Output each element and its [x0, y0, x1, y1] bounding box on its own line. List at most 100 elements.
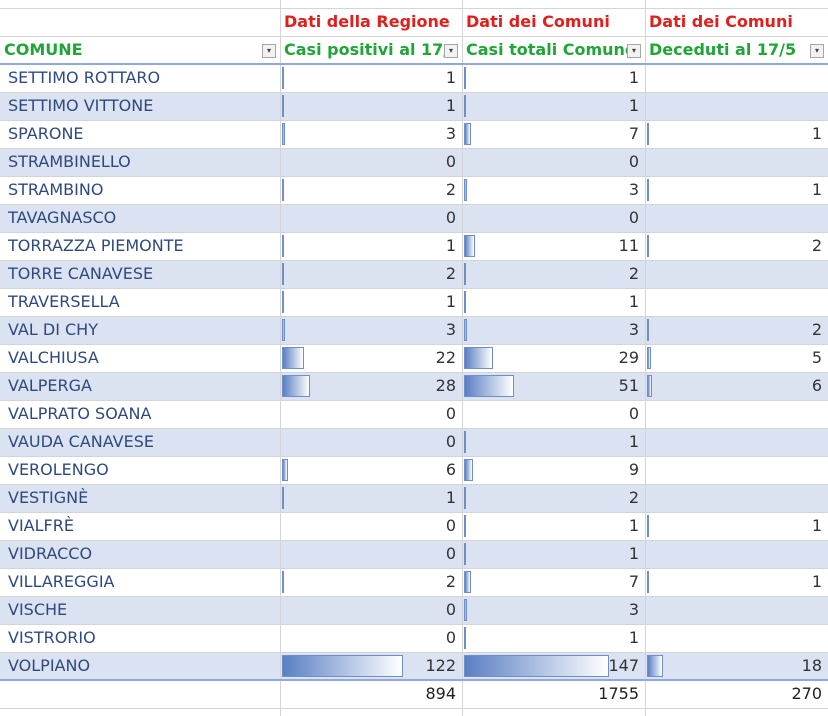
column-header: Casi totali Comune	[466, 40, 627, 59]
value-cell: 3	[445, 124, 456, 143]
value-cell: 2	[445, 264, 456, 283]
row-band	[0, 372, 828, 400]
value-cell: 2	[445, 180, 456, 199]
value-cell: 7	[628, 572, 639, 591]
municipality: STRAMBINO	[8, 180, 104, 199]
row-band	[0, 652, 828, 680]
grid-line	[0, 624, 828, 625]
value-cell: 1	[445, 68, 456, 87]
value-cell: 29	[618, 348, 639, 367]
grid-line	[0, 428, 828, 429]
value-cell: 5	[811, 348, 822, 367]
value-cell: 147	[608, 656, 639, 675]
value-cell: 11	[618, 236, 639, 255]
filter-button[interactable]: ▾	[262, 44, 276, 58]
row-band	[0, 596, 828, 624]
municipality: SETTIMO ROTTARO	[8, 68, 161, 87]
value-cell: 9	[628, 460, 639, 479]
data-bar	[282, 235, 284, 257]
header-border	[0, 63, 828, 65]
grid-line	[0, 8, 828, 9]
data-bar	[282, 179, 284, 201]
value-cell: 1	[628, 96, 639, 115]
value-cell: 0	[445, 516, 456, 535]
municipality: VISTRORIO	[8, 628, 96, 647]
value-cell: 1	[811, 124, 822, 143]
filter-button[interactable]: ▾	[444, 44, 458, 58]
group-header: Dati dei Comuni	[649, 12, 793, 31]
total-cell: 894	[425, 684, 456, 703]
row-band	[0, 316, 828, 344]
column-header: Deceduti al 17/5	[649, 40, 797, 59]
data-bar	[282, 347, 304, 369]
group-header: Dati della Regione	[284, 12, 450, 31]
data-bar	[647, 235, 649, 257]
grid-line	[0, 260, 828, 261]
value-cell: 7	[628, 124, 639, 143]
value-cell: 2	[811, 320, 822, 339]
value-cell: 28	[435, 376, 456, 395]
total-cell: 270	[791, 684, 822, 703]
data-bar	[464, 291, 466, 313]
grid-line	[280, 0, 281, 716]
value-cell: 6	[811, 376, 822, 395]
data-bar	[647, 347, 652, 369]
data-bar	[464, 123, 471, 145]
data-bar	[464, 627, 466, 649]
data-bar	[464, 263, 466, 285]
value-cell: 0	[445, 404, 456, 423]
filter-button[interactable]: ▾	[810, 44, 824, 58]
row-band	[0, 540, 828, 568]
data-bar	[647, 123, 649, 145]
value-cell: 0	[628, 404, 639, 423]
municipality: VAUDA CANAVESE	[8, 432, 154, 451]
data-bar	[282, 655, 403, 677]
municipality: VILLAREGGIA	[8, 572, 115, 591]
data-bar	[464, 375, 515, 397]
data-bar	[647, 375, 653, 397]
grid-line	[0, 708, 828, 709]
value-cell: 1	[811, 516, 822, 535]
value-cell: 1	[628, 292, 639, 311]
municipality: SETTIMO VITTONE	[8, 96, 154, 115]
data-bar	[464, 459, 473, 481]
value-cell: 51	[618, 376, 639, 395]
grid-line	[0, 344, 828, 345]
value-cell: 1	[628, 516, 639, 535]
value-cell: 3	[445, 320, 456, 339]
grid-line	[0, 204, 828, 205]
municipality: TAVAGNASCO	[8, 208, 117, 227]
value-cell: 0	[628, 152, 639, 171]
grid-line	[462, 0, 463, 716]
data-bar	[282, 487, 284, 509]
filter-button[interactable]: ▾	[627, 44, 641, 58]
value-cell: 0	[445, 544, 456, 563]
data-bar	[464, 431, 466, 453]
data-bar	[464, 515, 466, 537]
municipality: SPARONE	[8, 124, 84, 143]
grid-line	[0, 596, 828, 597]
value-cell: 1	[628, 68, 639, 87]
value-cell: 0	[445, 208, 456, 227]
data-bar	[464, 571, 471, 593]
value-cell: 2	[445, 572, 456, 591]
grid-line	[0, 372, 828, 373]
value-cell: 3	[628, 600, 639, 619]
municipality: TORRE CANAVESE	[8, 264, 154, 283]
grid-line	[0, 512, 828, 513]
data-bar	[464, 487, 466, 509]
grid-line	[0, 540, 828, 541]
data-bar	[282, 263, 284, 285]
municipality: VIALFRÈ	[8, 516, 74, 535]
row-band	[0, 204, 828, 232]
value-cell: 0	[445, 628, 456, 647]
municipality: VALPRATO SOANA	[8, 404, 152, 423]
data-bar	[464, 67, 466, 89]
grid-line	[0, 456, 828, 457]
value-cell: 0	[445, 600, 456, 619]
column-header: Casi positivi al 17/5	[284, 40, 444, 59]
value-cell: 1	[628, 628, 639, 647]
grid-line	[0, 120, 828, 121]
value-cell: 0	[628, 208, 639, 227]
data-bar	[282, 95, 284, 117]
